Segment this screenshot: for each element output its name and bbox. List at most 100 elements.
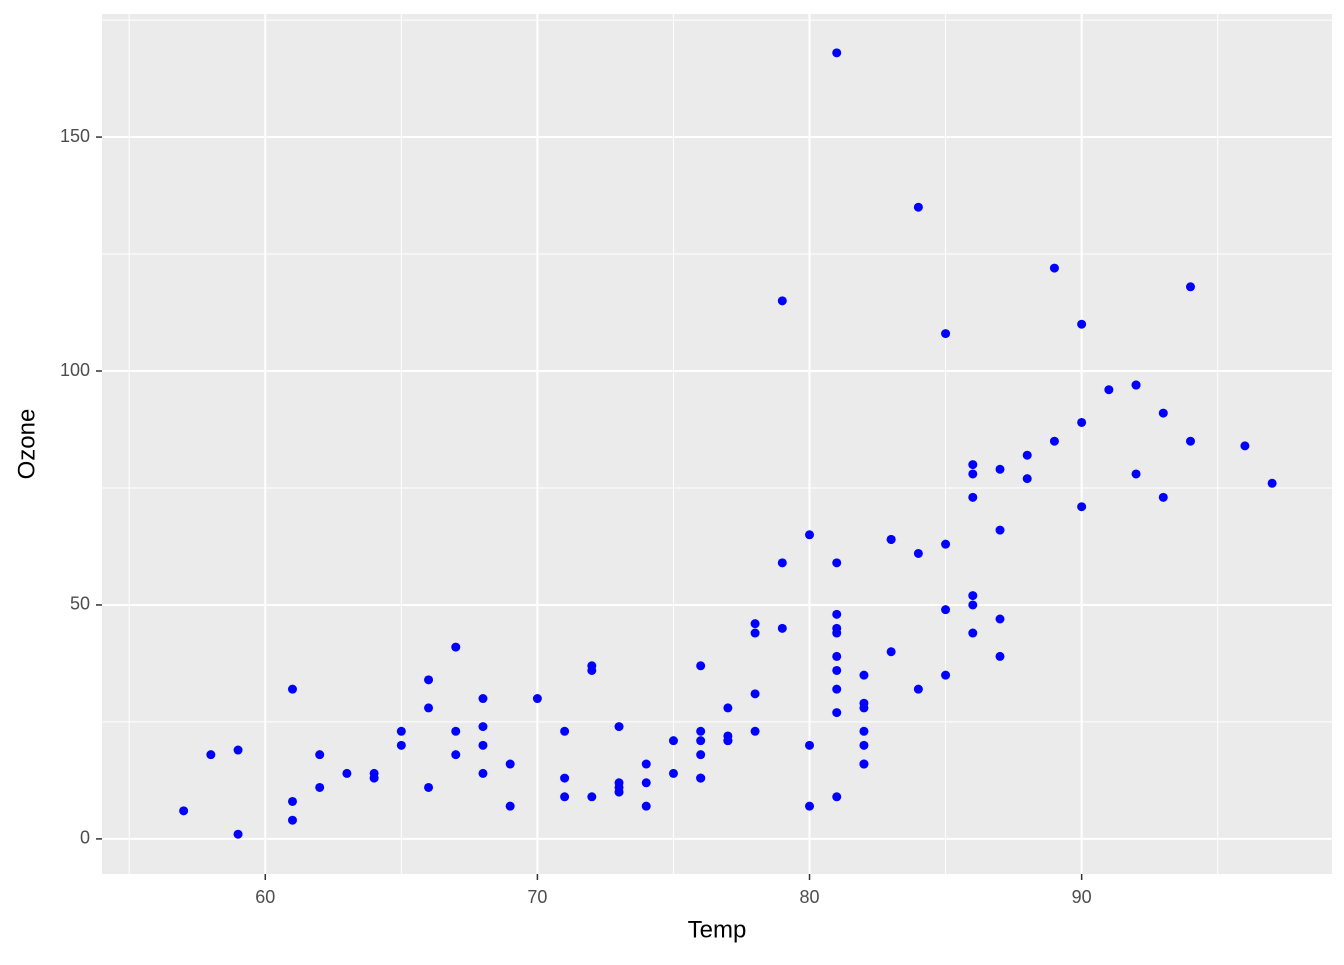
point	[968, 469, 978, 479]
point	[1104, 385, 1114, 395]
point	[1185, 436, 1195, 446]
point	[1131, 469, 1141, 479]
point	[233, 829, 243, 839]
point	[1158, 492, 1168, 502]
panel	[102, 14, 1332, 874]
point	[805, 530, 815, 540]
point	[805, 740, 815, 750]
point	[723, 703, 733, 713]
point	[1022, 450, 1032, 460]
point	[396, 740, 406, 750]
point	[832, 651, 842, 661]
x-tick-label: 60	[255, 887, 275, 907]
point	[941, 329, 951, 339]
point	[1240, 441, 1250, 451]
point	[968, 600, 978, 610]
point	[968, 628, 978, 638]
y-tick-label: 0	[80, 828, 90, 848]
point	[1049, 436, 1059, 446]
point	[206, 750, 216, 760]
point	[560, 773, 570, 783]
point	[478, 768, 488, 778]
point	[587, 792, 597, 802]
point	[968, 460, 978, 470]
point	[424, 675, 434, 685]
point	[1077, 417, 1087, 427]
point	[859, 759, 869, 769]
point	[424, 782, 434, 792]
point	[832, 558, 842, 568]
point	[886, 534, 896, 544]
point	[696, 773, 706, 783]
point	[315, 750, 325, 760]
point	[750, 619, 760, 629]
point	[1022, 474, 1032, 484]
y-tick-label: 100	[60, 360, 90, 380]
point	[342, 768, 352, 778]
point	[505, 759, 515, 769]
point	[614, 787, 624, 797]
point	[1185, 282, 1195, 292]
point	[1049, 263, 1059, 273]
point	[641, 801, 651, 811]
x-tick-label: 70	[527, 887, 547, 907]
point	[614, 778, 624, 788]
x-tick-label: 90	[1072, 887, 1092, 907]
point	[995, 525, 1005, 535]
point	[668, 736, 678, 746]
x-axis-title: Temp	[688, 916, 747, 943]
point	[995, 651, 1005, 661]
point	[832, 792, 842, 802]
point	[478, 722, 488, 732]
point	[750, 726, 760, 736]
point	[287, 684, 297, 694]
point	[179, 806, 189, 816]
point	[505, 801, 515, 811]
point	[287, 815, 297, 825]
point	[424, 703, 434, 713]
point	[696, 726, 706, 736]
point	[451, 726, 461, 736]
point	[696, 736, 706, 746]
point	[1131, 380, 1141, 390]
point	[641, 778, 651, 788]
point	[1077, 319, 1087, 329]
point	[641, 759, 651, 769]
point	[832, 609, 842, 619]
point	[777, 558, 787, 568]
point	[750, 628, 760, 638]
y-tick-label: 50	[70, 594, 90, 614]
point	[832, 665, 842, 675]
y-axis-title: Ozone	[13, 409, 40, 480]
point	[614, 722, 624, 732]
point	[396, 726, 406, 736]
point	[913, 684, 923, 694]
point	[832, 708, 842, 718]
point	[532, 694, 542, 704]
point	[287, 796, 297, 806]
point	[859, 726, 869, 736]
point	[777, 296, 787, 306]
point	[859, 703, 869, 713]
point	[750, 689, 760, 699]
point	[451, 642, 461, 652]
point	[451, 750, 461, 760]
point	[696, 750, 706, 760]
point	[233, 745, 243, 755]
point	[696, 661, 706, 671]
point	[560, 726, 570, 736]
point	[941, 539, 951, 549]
point	[478, 694, 488, 704]
grid	[102, 14, 1332, 874]
x-tick-label: 80	[800, 887, 820, 907]
point	[968, 492, 978, 502]
point	[941, 670, 951, 680]
point	[560, 792, 570, 802]
point	[805, 801, 815, 811]
point	[859, 740, 869, 750]
point	[723, 736, 733, 746]
point	[315, 782, 325, 792]
point	[587, 661, 597, 671]
